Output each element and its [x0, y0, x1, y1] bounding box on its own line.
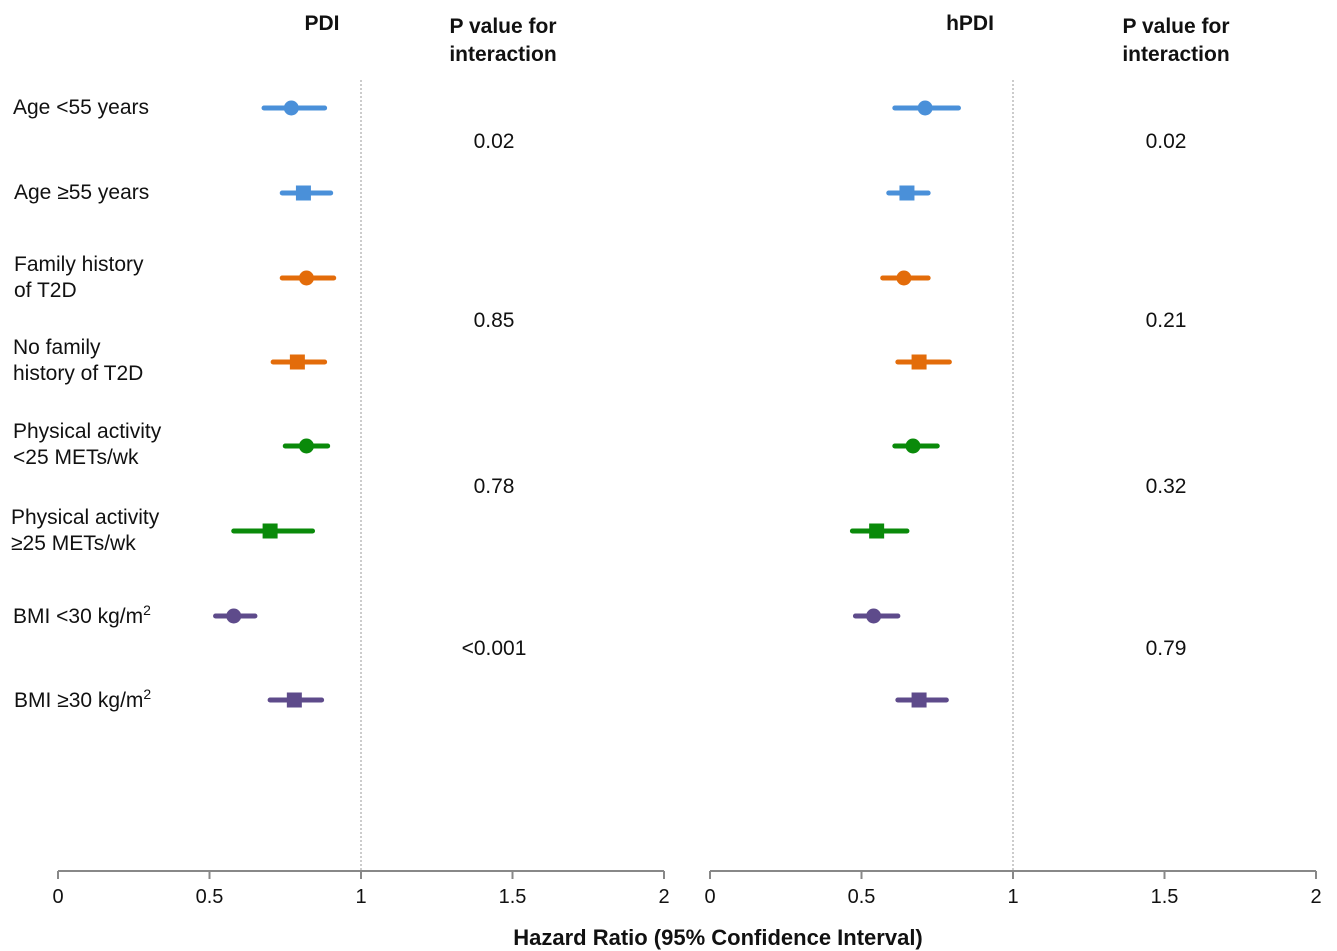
- row-label: history of T2D: [13, 362, 143, 385]
- point-estimate-circle: [283, 100, 299, 116]
- point-estimate-circle: [298, 438, 314, 454]
- point-estimate-square: [911, 692, 927, 708]
- x-tick-label: 0.5: [196, 886, 224, 908]
- x-tick-label: 0.5: [848, 886, 876, 908]
- point-estimate-circle: [866, 608, 882, 624]
- pvalue-header: interaction: [1122, 43, 1229, 66]
- x-tick-label: 0: [52, 886, 63, 908]
- row-label: Family history: [14, 253, 144, 276]
- point-estimate-square: [911, 354, 927, 370]
- x-tick-label: 1: [355, 886, 366, 908]
- row-label: Age ≥55 years: [14, 181, 149, 204]
- pvalue-header: P value for: [1123, 15, 1230, 38]
- pvalue-header: P value for: [450, 15, 557, 38]
- row-label: BMI <30 kg/m2: [13, 602, 151, 628]
- x-tick-label: 0: [704, 886, 715, 908]
- row-label: Physical activity: [11, 506, 160, 529]
- pvalue: 0.32: [1146, 475, 1187, 498]
- panel-title: PDI: [304, 12, 339, 35]
- point-estimate-square: [869, 523, 885, 539]
- panel-title: hPDI: [946, 12, 994, 35]
- point-estimate-square: [262, 523, 278, 539]
- point-estimate-square: [289, 354, 305, 370]
- pvalue: 0.85: [474, 309, 515, 332]
- x-tick-label: 2: [658, 886, 669, 908]
- pvalue: 0.79: [1146, 637, 1187, 660]
- pvalue-header: interaction: [449, 43, 556, 66]
- x-tick-label: 1.5: [499, 886, 527, 908]
- point-estimate-square: [899, 185, 915, 201]
- x-tick-label: 2: [1310, 886, 1321, 908]
- point-estimate-circle: [298, 270, 314, 286]
- pvalue: 0.02: [474, 130, 515, 153]
- row-label: <25 METs/wk: [13, 446, 139, 469]
- point-estimate-square: [295, 185, 311, 201]
- point-estimate-circle: [917, 100, 933, 116]
- point-estimate-circle: [896, 270, 912, 286]
- panels: PDI P value for interaction 0 0.5 1 1.5 2 0.02 0.…: [52, 12, 1321, 908]
- x-tick-label: 1: [1007, 886, 1018, 908]
- x-tick-label: 1.5: [1151, 886, 1179, 908]
- row-label: No family: [13, 336, 101, 359]
- row-label: BMI ≥30 kg/m2: [14, 686, 151, 712]
- panel-pdi: PDI P value for interaction 0 0.5 1 1.5 2 0.02 0.…: [52, 12, 669, 908]
- row-label: of T2D: [14, 279, 77, 302]
- x-axis-title: Hazard Ratio (95% Confidence Interval): [513, 925, 923, 950]
- row-label: Age <55 years: [13, 96, 149, 119]
- row-labels: Age <55 years Age ≥55 years Family history…: [11, 96, 162, 712]
- pvalue: 0.78: [474, 475, 515, 498]
- point-estimate-circle: [226, 608, 242, 624]
- pvalue: 0.02: [1146, 130, 1187, 153]
- panel-hpdi: hPDI P value for interaction 0 0.5 1 1.5 2 0.02 0…: [704, 12, 1321, 908]
- point-estimate-circle: [905, 438, 921, 454]
- pvalue: <0.001: [462, 637, 527, 660]
- point-estimate-square: [286, 692, 302, 708]
- row-label: Physical activity: [13, 420, 162, 443]
- pvalue: 0.21: [1146, 309, 1187, 332]
- row-label: ≥25 METs/wk: [11, 532, 136, 555]
